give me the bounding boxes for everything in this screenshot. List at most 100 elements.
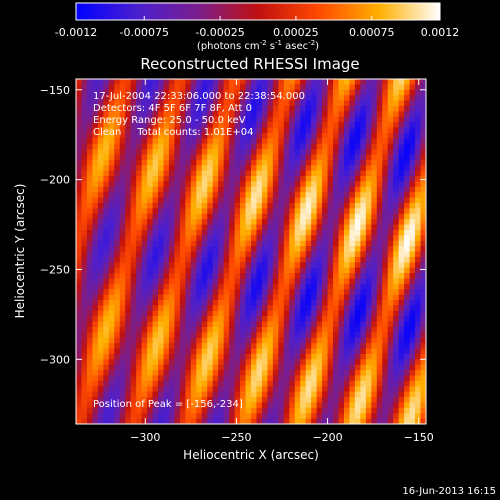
heatmap-cell [218, 170, 225, 177]
heatmap-cell [289, 246, 296, 252]
heatmap-cell [409, 391, 416, 398]
heatmap-cell [305, 256, 312, 263]
heatmap-cell [92, 192, 99, 198]
heatmap-cell [283, 283, 290, 290]
heatmap-cell [387, 122, 394, 128]
heatmap-cell [327, 192, 334, 198]
heatmap-cell [404, 165, 410, 172]
heatmap-cell [316, 79, 323, 85]
heatmap-cell [212, 256, 219, 263]
heatmap-cell [398, 149, 405, 155]
heatmap-cell [294, 310, 301, 317]
heatmap-cell [240, 132, 246, 139]
heatmap-cell [92, 305, 99, 312]
heatmap-cell [158, 246, 164, 252]
heatmap-cell [409, 397, 416, 403]
heatmap-cell [234, 181, 241, 188]
heatmap-cell [136, 165, 143, 172]
heatmap-cell [327, 154, 334, 161]
heatmap-cell [333, 391, 339, 398]
heatmap-cell [404, 397, 410, 403]
heatmap-cell [267, 170, 274, 177]
heatmap-cell [136, 105, 143, 112]
heatmap-cell [420, 105, 426, 112]
heatmap-cell [420, 278, 426, 285]
heatmap-cell [196, 116, 203, 123]
heatmap-cell [179, 305, 186, 312]
heatmap-cell [387, 418, 394, 424]
heatmap-cell [327, 229, 334, 236]
heatmap-cell [354, 397, 361, 403]
heatmap-cell [420, 89, 426, 96]
heatmap-cell [147, 380, 153, 387]
heatmap-cell [338, 397, 345, 403]
heatmap-cell [415, 262, 421, 269]
heatmap-cell [130, 213, 137, 220]
heatmap-cell [322, 283, 328, 290]
heatmap-cell [322, 181, 328, 188]
heatmap-cell [360, 149, 367, 155]
heatmap-cell [420, 348, 426, 355]
heatmap-cell [92, 170, 99, 177]
heatmap-cell [201, 79, 208, 85]
heatmap-cell [245, 343, 252, 349]
heatmap-cell [338, 375, 345, 382]
heatmap-cell [240, 197, 246, 204]
heatmap-cell [327, 105, 334, 112]
y-axis-ticks: −150−200−250−300 [40, 84, 426, 366]
heatmap-cell [234, 84, 241, 91]
heatmap-cell [240, 95, 246, 101]
heatmap-cell [316, 165, 323, 172]
heatmap-cell [272, 359, 279, 366]
heatmap-cell [261, 176, 268, 182]
heatmap-cell [163, 197, 170, 204]
heatmap-cell [147, 154, 153, 161]
heatmap-cell [168, 348, 175, 355]
heatmap-cell [119, 262, 126, 269]
heatmap-cell [229, 240, 235, 247]
heatmap-cell [387, 262, 394, 269]
heatmap-cell [179, 219, 186, 225]
heatmap-cell [174, 386, 181, 393]
heatmap-cell [333, 149, 339, 155]
heatmap-cell [289, 326, 296, 333]
heatmap-cell [349, 100, 356, 107]
heatmap-cell [229, 364, 235, 371]
heatmap-cell [234, 105, 241, 112]
heatmap-cell [196, 332, 203, 339]
heatmap-cell [338, 359, 345, 366]
heatmap-cell [168, 267, 175, 274]
heatmap-cell [398, 359, 405, 366]
heatmap-cell [234, 370, 241, 376]
heatmap-cell [256, 380, 263, 387]
heatmap-cell [316, 375, 323, 382]
heatmap-cell [333, 154, 339, 161]
heatmap-cell [387, 127, 394, 134]
heatmap-cell [240, 391, 246, 398]
heatmap-cell [354, 283, 361, 290]
heatmap-cell [196, 165, 203, 172]
heatmap-cell [163, 192, 170, 198]
heatmap-cell [409, 305, 416, 312]
heatmap-cell [190, 235, 197, 242]
heatmap-cell [174, 105, 181, 112]
heatmap-cell [234, 224, 241, 231]
heatmap-cell [365, 310, 372, 317]
heatmap-cell [393, 224, 400, 231]
heatmap-cell [387, 219, 394, 225]
heatmap-cell [108, 278, 115, 285]
heatmap-cell [158, 283, 164, 290]
heatmap-cell [141, 95, 148, 101]
heatmap-cell [272, 202, 279, 209]
heatmap-cell [272, 386, 279, 393]
heatmap-cell [398, 278, 405, 285]
heatmap-cell [141, 208, 148, 215]
heatmap-cell [278, 154, 285, 161]
heatmap-cell [387, 197, 394, 204]
heatmap-cell [311, 105, 318, 112]
heatmap-cell [338, 294, 345, 301]
heatmap-cell [376, 294, 383, 301]
heatmap-cell [365, 116, 372, 123]
heatmap-cell [327, 273, 334, 279]
heatmap-cell [272, 316, 279, 322]
